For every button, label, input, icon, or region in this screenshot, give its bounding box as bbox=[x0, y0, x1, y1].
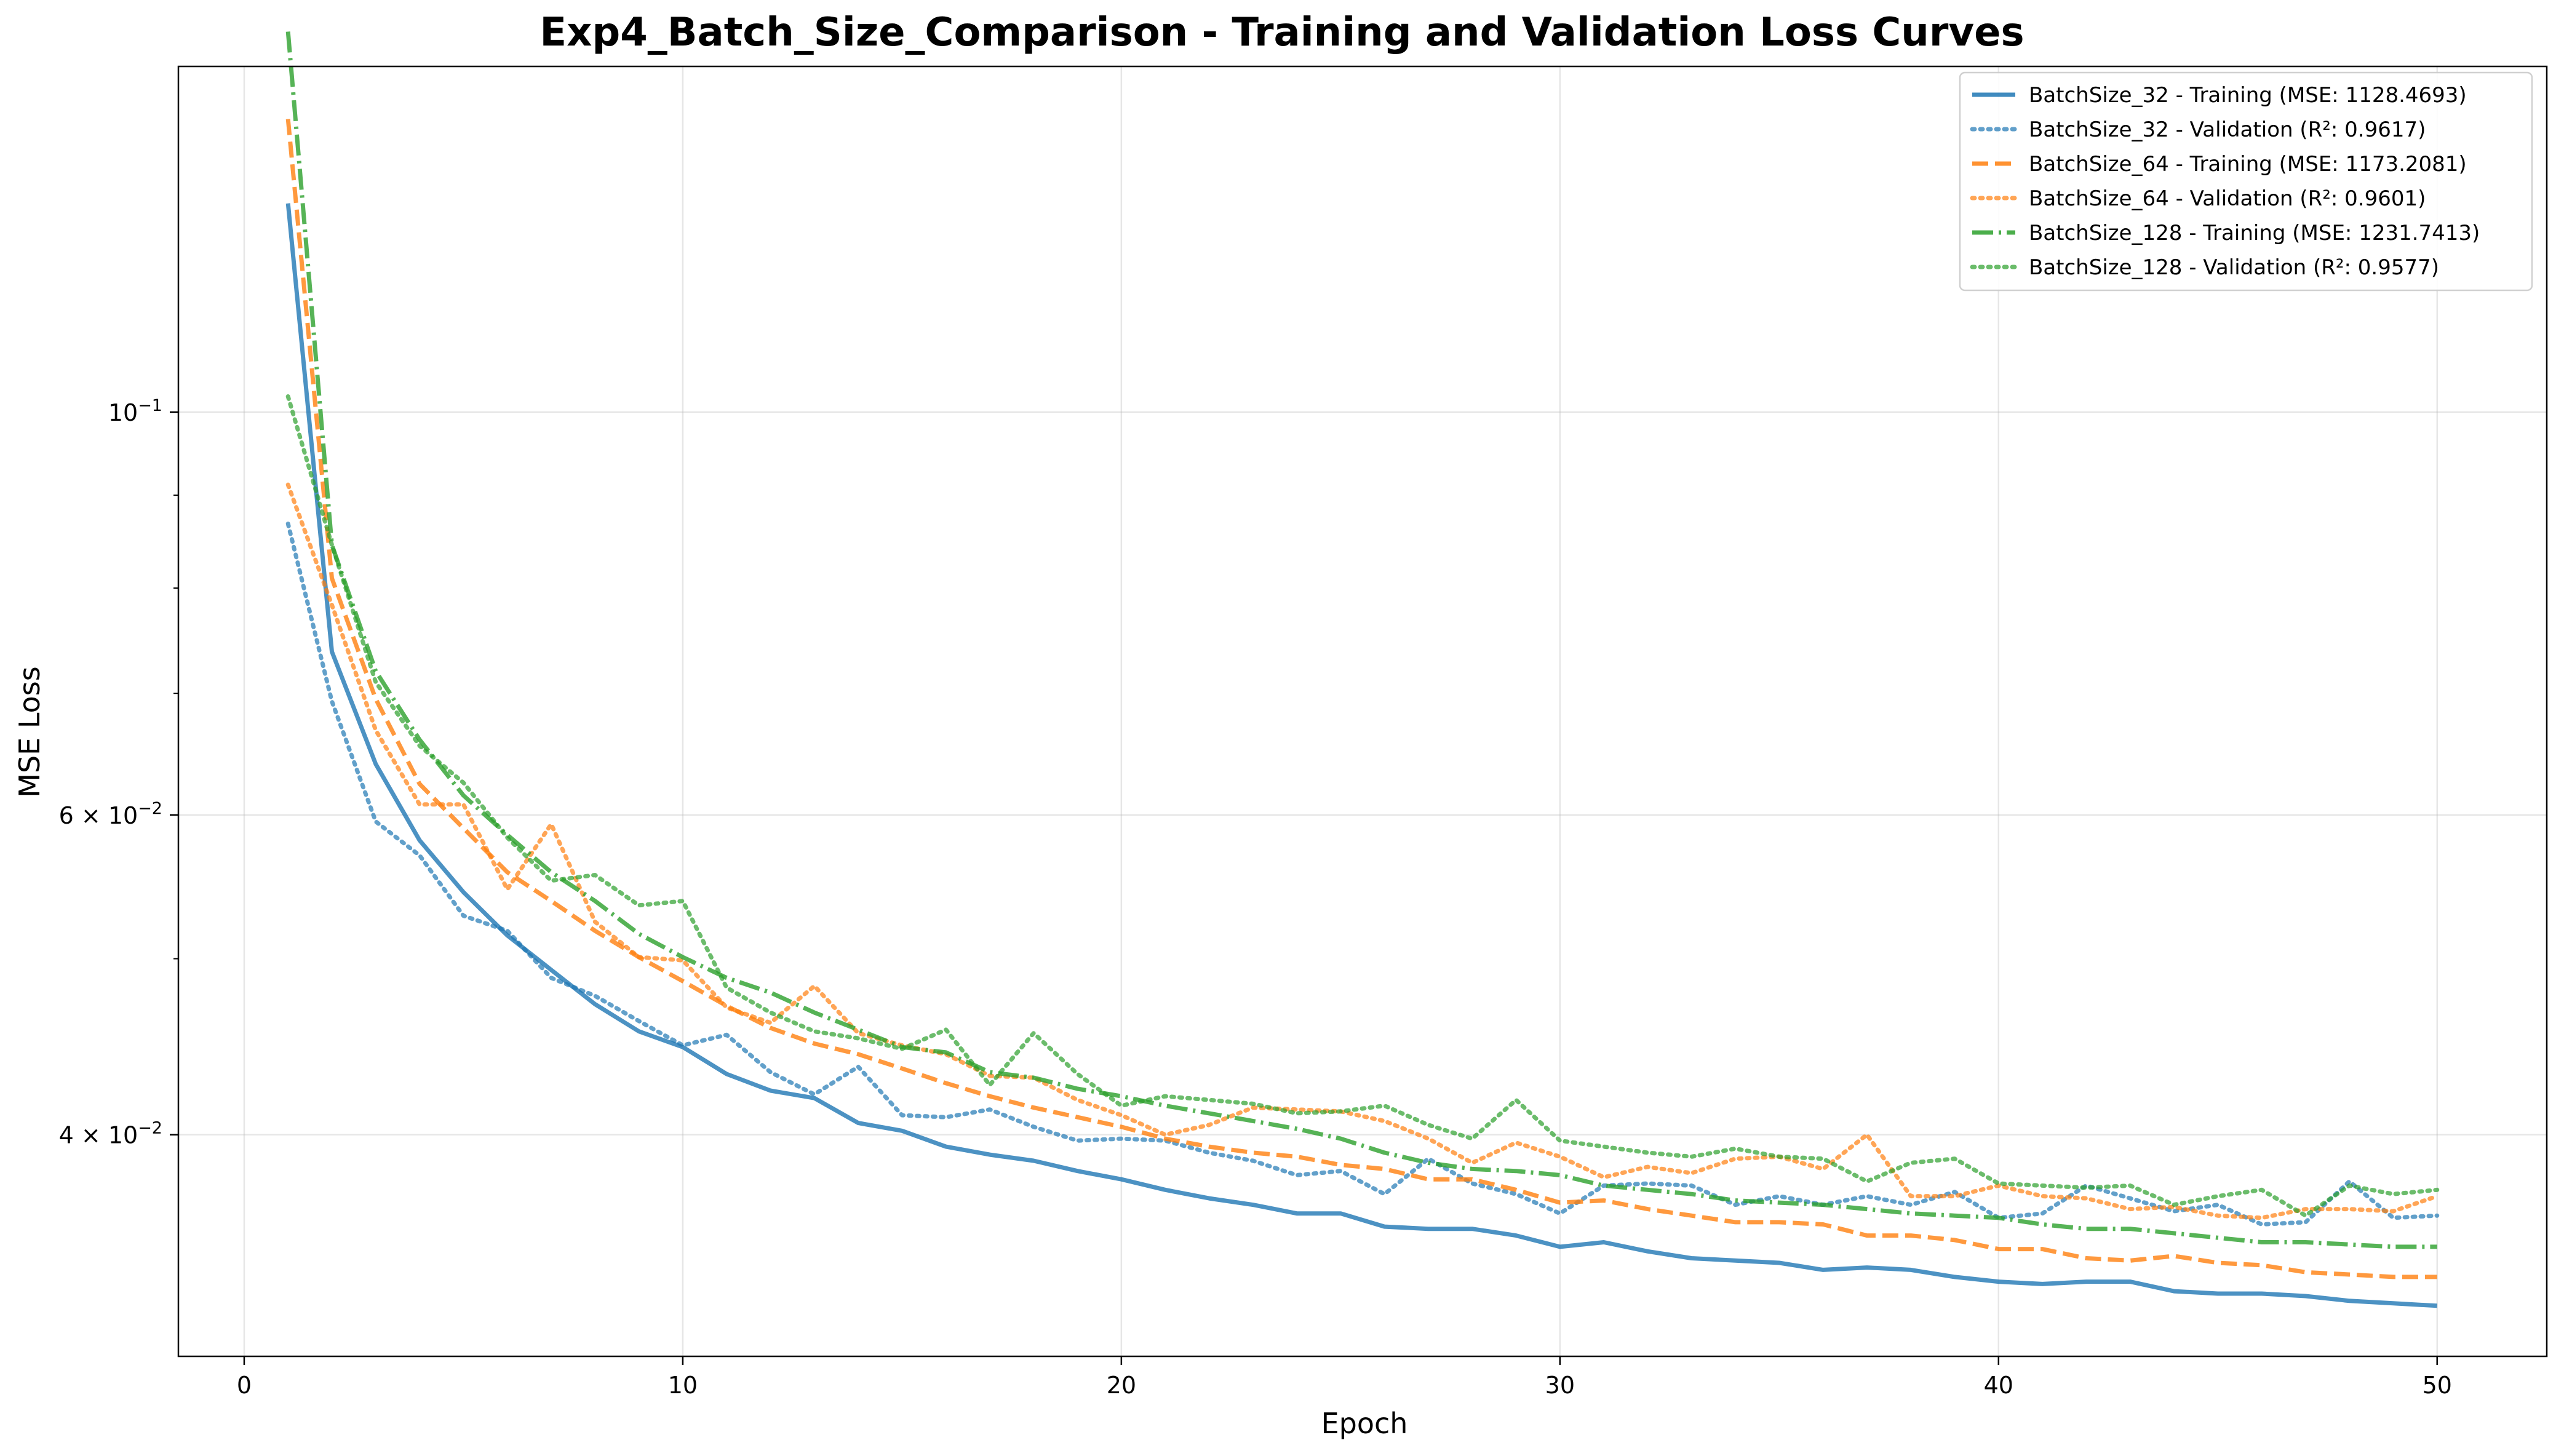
series-line-1 bbox=[285, 203, 2437, 1308]
y-tick-label: 6 × 10−2 bbox=[59, 799, 162, 829]
x-tick-label: 0 bbox=[237, 1372, 252, 1399]
legend-box bbox=[1959, 71, 2533, 292]
plot-frame bbox=[177, 65, 2548, 1358]
x-tick-label: 40 bbox=[1984, 1372, 2013, 1399]
x-tick-label: 20 bbox=[1107, 1372, 1136, 1399]
x-tick-label: 50 bbox=[2423, 1372, 2452, 1399]
y-axis-label: MSE Loss bbox=[13, 666, 46, 797]
axis-ticks: 0 10 20 30 40 50 10−1 6 × 10−2 4 × 10−2 bbox=[59, 396, 2452, 1399]
series-line-2 bbox=[285, 521, 2440, 1227]
legend-entry: BatchSize_64 - Training (MSE: 1173.2081) bbox=[2029, 152, 2467, 177]
y-tick-label: 10−1 bbox=[108, 396, 162, 426]
chart-title: Exp4_Batch_Size_Comparison - Training an… bbox=[539, 10, 2024, 55]
legend-entry: BatchSize_64 - Validation (R²: 0.9601) bbox=[2029, 186, 2426, 211]
series-line-5 bbox=[285, 31, 2437, 1249]
legend-entry: BatchSize_32 - Validation (R²: 0.9617) bbox=[2029, 117, 2426, 142]
series-line-4 bbox=[285, 482, 2440, 1220]
x-tick-label: 10 bbox=[668, 1372, 698, 1399]
x-axis-label: Epoch bbox=[1321, 1407, 1408, 1440]
legend-entry: BatchSize_128 - Validation (R²: 0.9577) bbox=[2029, 255, 2439, 280]
legend-entry: BatchSize_32 - Training (MSE: 1128.4693) bbox=[2029, 83, 2467, 108]
legend: BatchSize_32 - Training (MSE: 1128.4693)… bbox=[1959, 71, 2533, 292]
legend-entry: BatchSize_128 - Training (MSE: 1231.7413… bbox=[2029, 221, 2480, 245]
y-tick-label: 4 × 10−2 bbox=[59, 1119, 162, 1149]
series-lines bbox=[285, 31, 2440, 1308]
series-line-3 bbox=[285, 119, 2437, 1279]
x-tick-label: 30 bbox=[1545, 1372, 1575, 1399]
series-line-6 bbox=[285, 394, 2440, 1218]
